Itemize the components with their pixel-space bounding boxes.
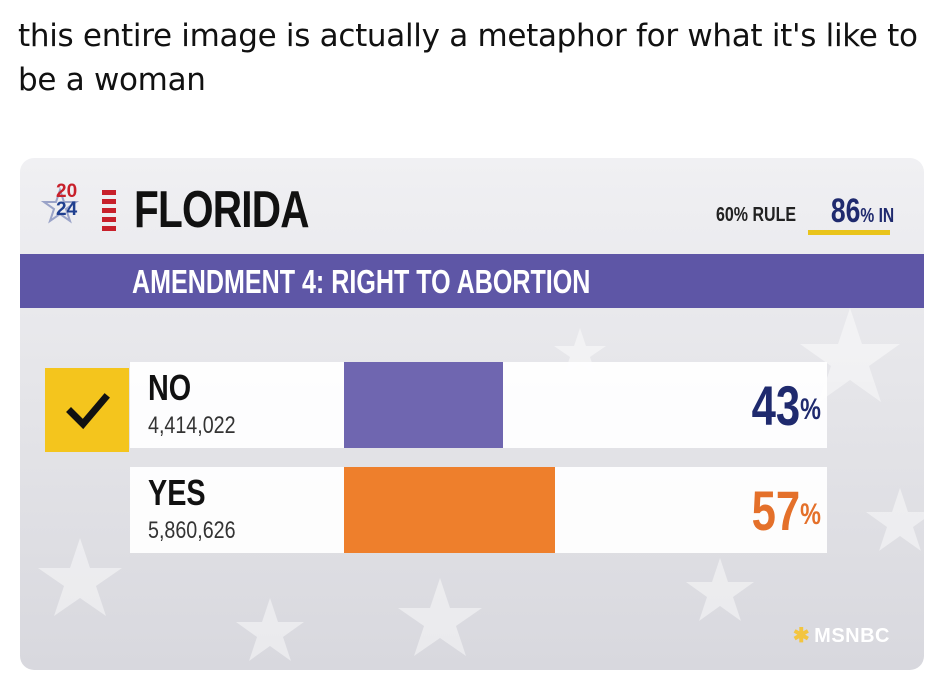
result-row-no: NO 4,414,022 43% (130, 362, 827, 448)
reporting-percent: 86% IN (831, 192, 894, 231)
reporting-suffix: % IN (860, 205, 894, 227)
percent-no: 43% (752, 376, 821, 436)
banner-title: AMENDMENT 4: RIGHT TO ABORTION (132, 263, 591, 300)
logo-year-bottom: 24 (56, 199, 78, 220)
post-caption: this entire image is actually a metaphor… (18, 18, 918, 98)
percent-value-yes: 57 (751, 479, 801, 542)
election-2024-logo (38, 182, 138, 238)
amendment-banner: AMENDMENT 4: RIGHT TO ABORTION (20, 254, 924, 308)
network-name: MSNBC (814, 625, 890, 647)
checkmark-icon (66, 393, 110, 430)
election-results-graphic: 20 24 FLORIDA 60% RULE 86% IN AMENDMENT … (20, 158, 924, 670)
star-stripes-icon (40, 186, 116, 231)
state-title: FLORIDA (134, 181, 310, 239)
star-background (38, 308, 924, 661)
vote-count-no: 4,414,022 (148, 412, 236, 439)
percent-sign-no: % (800, 393, 821, 426)
network-logo: ✱ MSNBC (793, 623, 890, 648)
logo-year-top: 20 (56, 181, 78, 202)
rule-label: 60% RULE (715, 204, 796, 226)
percent-sign-yes: % (800, 498, 821, 531)
bar-no (344, 362, 503, 448)
reporting-value: 86 (830, 192, 861, 230)
reporting-underline (808, 230, 890, 235)
percent-value-no: 43 (751, 374, 801, 437)
option-label-no: NO (148, 367, 192, 408)
bar-yes (344, 467, 555, 553)
option-label-yes: YES (148, 472, 206, 513)
vote-count-yes: 5,860,626 (148, 517, 236, 544)
peacock-icon: ✱ (792, 625, 811, 647)
result-row-yes: YES 5,860,626 57% (130, 467, 827, 553)
percent-yes: 57% (752, 481, 821, 541)
winner-checkmark (45, 368, 129, 452)
